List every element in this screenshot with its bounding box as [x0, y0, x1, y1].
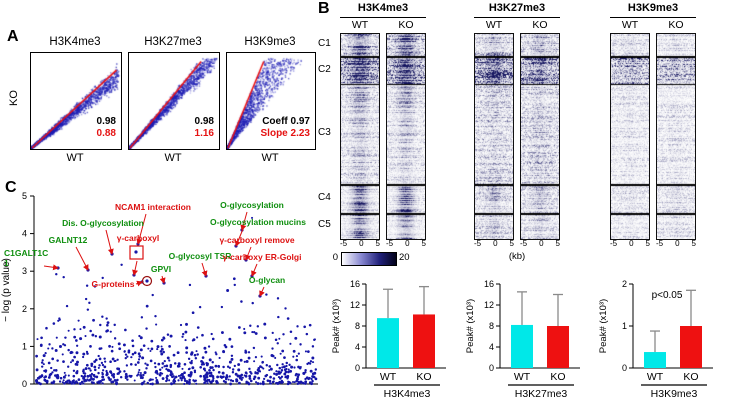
heat-group-title-h3k4me3: H3K4me3 — [340, 2, 426, 18]
colorbar-max-label: 20 — [399, 252, 410, 263]
svg-text:2: 2 — [622, 279, 627, 289]
svg-text:NCAM1 interaction: NCAM1 interaction — [115, 202, 191, 212]
svg-text:O-glycosylation: O-glycosylation — [220, 200, 284, 210]
scatter-title-h3k4me3: H3K4me3 — [49, 36, 101, 48]
heat-sample-label: WT — [351, 19, 369, 31]
corr-stats-h3k9me3: Coeff 0.97 Slope 2.23 — [260, 116, 310, 139]
svg-text:γ-carboxyl remove: γ-carboxyl remove — [219, 235, 294, 245]
colorbar-min-label: 0 — [332, 252, 338, 263]
cluster-label: C3 — [318, 127, 331, 138]
svg-text:γ-carboxyl: γ-carboxyl — [117, 233, 160, 243]
svg-text:Peak# (x10³): Peak# (x10³) — [331, 299, 342, 353]
svg-text:GPVI: GPVI — [151, 264, 171, 274]
svg-text:1: 1 — [622, 321, 627, 331]
kb-axis-label: (kb) — [508, 251, 526, 262]
panel-a-x-axis-label: WT — [66, 152, 84, 164]
heatmap-h3k4me3-wt — [340, 33, 380, 240]
svg-text:γ-carboxy ER-Golgi: γ-carboxy ER-Golgi — [223, 252, 302, 262]
svg-text:GALNT12: GALNT12 — [49, 235, 88, 245]
corr-stats-h3k4me3: 0.98 0.88 — [96, 116, 116, 139]
svg-text:16: 16 — [350, 279, 360, 289]
svg-text:0: 0 — [622, 363, 627, 373]
svg-text:8: 8 — [355, 321, 360, 331]
svg-text:Peak# (x10³): Peak# (x10³) — [465, 299, 476, 353]
panel-c-label: C — [5, 179, 17, 196]
svg-text:Dis. O-glycosylation: Dis. O-glycosylation — [62, 218, 144, 228]
svg-text:4: 4 — [355, 342, 360, 352]
heat-sample-label: WT — [485, 19, 503, 31]
svg-text:WT: WT — [380, 371, 397, 383]
svg-text:2: 2 — [22, 304, 27, 314]
svg-text:O-glycosyl TSR: O-glycosyl TSR — [169, 251, 232, 261]
svg-text:1: 1 — [22, 341, 27, 351]
heatmap-h3k9me3-ko — [656, 33, 696, 240]
heat-sample-label: KO — [532, 19, 548, 31]
svg-text:Peak# (x10³): Peak# (x10³) — [598, 299, 609, 353]
barchart-h3k27me3: 0 4 8 12 16 Peak# (x10³) WT KO H3K27me3 — [465, 279, 580, 400]
panel-a-x-axis-label: WT — [164, 152, 182, 164]
svg-text:5: 5 — [22, 191, 27, 201]
scatter-title-h3k27me3: H3K27me3 — [144, 36, 202, 48]
heat-sample-label: KO — [668, 19, 684, 31]
heatmap-h3k4me3-ko — [386, 33, 426, 240]
scatter-plot-h3k27me3 — [128, 52, 220, 150]
heatmap-x-ticks: -5 0 5 — [610, 239, 650, 248]
cluster-label: C1 — [318, 38, 331, 49]
heat-sample-label: WT — [621, 19, 639, 31]
svg-text:KO: KO — [416, 371, 431, 383]
svg-text:WT: WT — [514, 371, 531, 383]
heatmap-x-ticks: -5 0 5 — [386, 239, 426, 248]
panel-b-label: B — [318, 0, 330, 17]
panel-a-y-axis-label: KO — [7, 90, 20, 106]
colorbar — [341, 252, 397, 266]
svg-text:0: 0 — [22, 379, 27, 389]
heatmap-h3k27me3-wt — [474, 33, 514, 240]
scatter-plot-h3k4me3 — [30, 52, 122, 150]
corr-stats-h3k27me3: 0.98 1.16 — [194, 116, 214, 139]
heatmap-x-ticks: -5 0 5 — [656, 239, 696, 248]
svg-text:0: 0 — [489, 363, 494, 373]
cluster-label: C2 — [318, 64, 331, 75]
heat-group-title-h3k9me3: H3K9me3 — [610, 2, 696, 18]
cluster-label: C5 — [318, 219, 331, 230]
svg-text:KO: KO — [550, 371, 565, 383]
heatmap-x-ticks: -5 0 5 — [340, 239, 380, 248]
svg-text:H3K9me3: H3K9me3 — [651, 388, 698, 400]
svg-text:12: 12 — [350, 300, 360, 310]
scatter-plot-h3k9me3 — [226, 52, 316, 150]
svg-text:O-glycosylation mucins: O-glycosylation mucins — [210, 217, 306, 227]
svg-text:0: 0 — [355, 363, 360, 373]
scatter-title-h3k9me3: H3K9me3 — [244, 36, 296, 48]
panel-a-label: A — [7, 28, 19, 45]
svg-text:WT: WT — [647, 371, 664, 383]
volcano-plot: 5 4 3 2 1 0 − log (p value) NCAM1 interaction O-… — [1, 191, 318, 389]
heatmap-x-ticks: -5 0 5 — [474, 239, 514, 248]
barchart-h3k4me3: 0 4 8 12 16 Peak# (x10³) WT KO H3K4me3 — [331, 279, 446, 400]
svg-text:4: 4 — [22, 229, 27, 239]
panel-a-x-axis-label: WT — [261, 152, 279, 164]
svg-text:C1GALT1C: C1GALT1C — [4, 248, 48, 258]
svg-text:KO: KO — [683, 371, 698, 383]
svg-text:1: 1 — [4, 258, 9, 268]
heatmap-h3k9me3-wt — [610, 33, 650, 240]
svg-text:H3K4me3: H3K4me3 — [384, 388, 431, 400]
svg-text:3: 3 — [22, 266, 27, 276]
barchart-h3k9me3: 0 1 2 Peak# (x10³) WT KO H3K9me3 p<0.05 — [598, 279, 713, 400]
svg-text:4: 4 — [489, 342, 494, 352]
svg-text:16: 16 — [484, 279, 494, 289]
heatmap-x-ticks: -5 0 5 — [520, 239, 560, 248]
heatmap-h3k27me3-ko — [520, 33, 560, 240]
svg-text:G-proteins: G-proteins — [92, 279, 135, 289]
cluster-label: C4 — [318, 192, 331, 203]
svg-text:− log (p value): − log (p value) — [1, 258, 12, 322]
svg-text:8: 8 — [489, 321, 494, 331]
svg-text:O-glycan: O-glycan — [249, 275, 285, 285]
heat-group-title-h3k27me3: H3K27me3 — [474, 2, 560, 18]
heat-sample-label: KO — [398, 19, 414, 31]
svg-text:12: 12 — [484, 300, 494, 310]
svg-text:H3K27me3: H3K27me3 — [515, 388, 568, 400]
svg-text:p<0.05: p<0.05 — [652, 290, 683, 301]
